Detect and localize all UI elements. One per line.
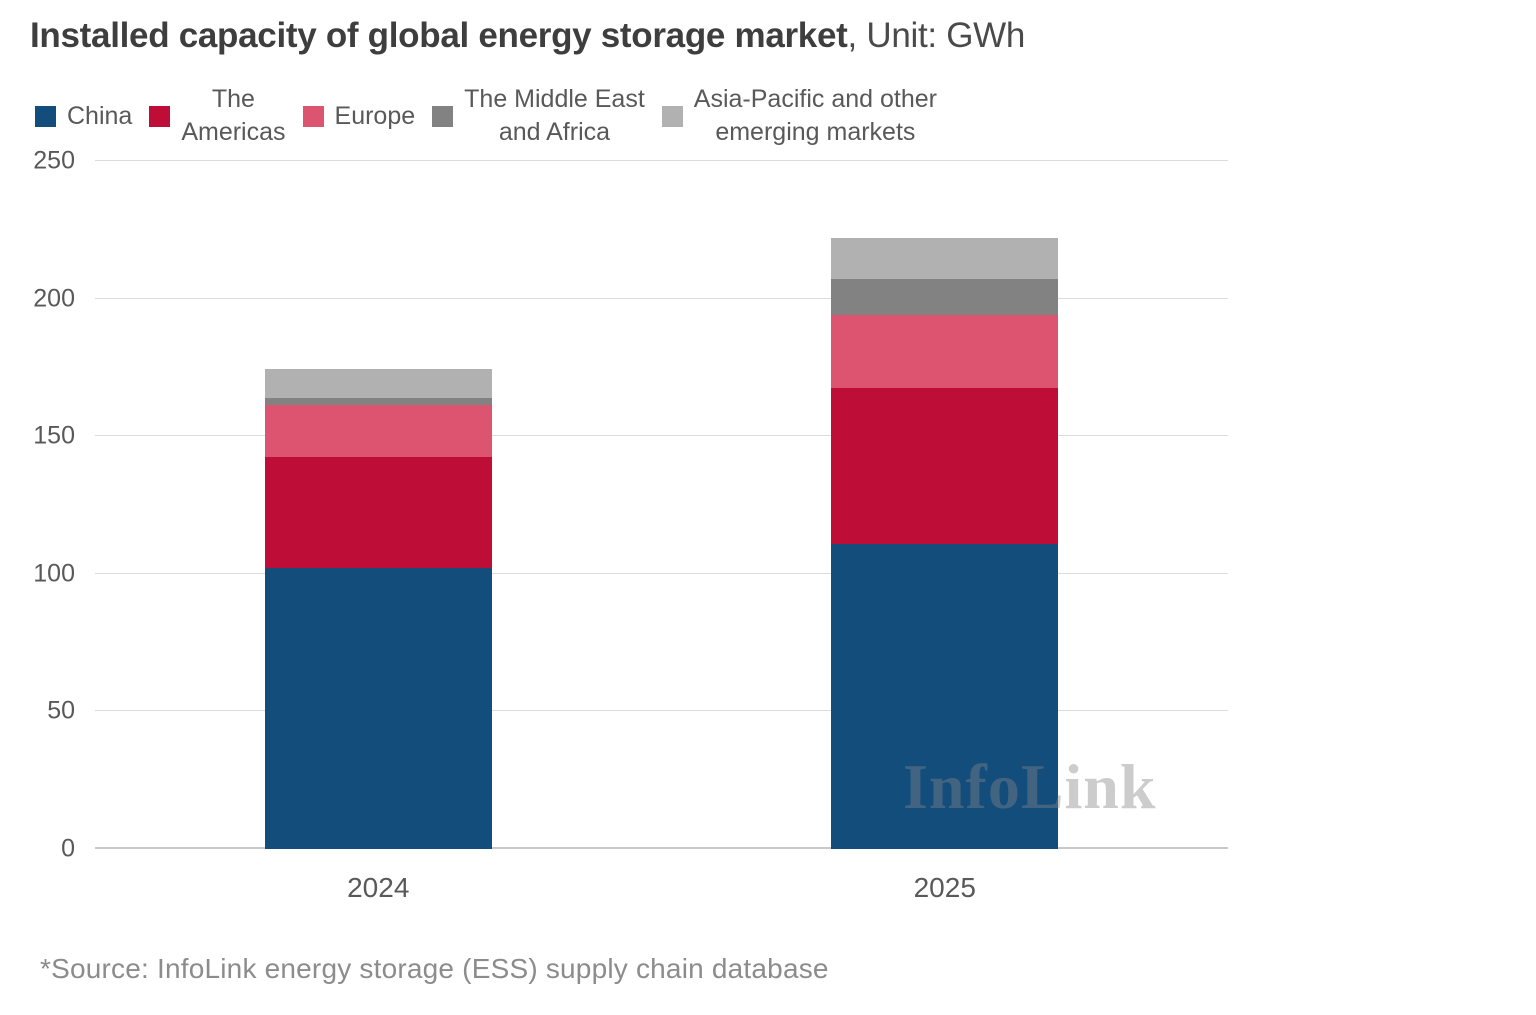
bar-segment-2024-the-americas xyxy=(264,456,492,569)
x-tick-label-2024: 2024 xyxy=(347,872,410,903)
legend-swatch-china xyxy=(35,105,56,127)
gridline-0 xyxy=(95,847,1228,849)
bar-segment-2025-china xyxy=(831,543,1059,849)
gridline-150 xyxy=(95,435,1228,437)
legend-label-the-middle-east-and-africa: The Middle East and Africa xyxy=(464,85,645,146)
legend-swatch-asia-pacific-and-other-emerging-markets xyxy=(661,105,683,127)
bar-segment-2024-asia-pacific-and-other-emerging-markets xyxy=(264,368,492,398)
legend-swatch-the-middle-east-and-africa xyxy=(432,105,454,127)
gridline-250 xyxy=(95,160,1228,161)
legend-label-asia-pacific-and-other-emerging-markets: Asia-Pacific and other emerging markets xyxy=(693,85,937,146)
legend-item-the-middle-east-and-africa: The Middle East and Africa xyxy=(432,83,645,149)
legend-item-asia-pacific-and-other-emerging-markets: Asia-Pacific and other emerging markets xyxy=(661,83,937,149)
legend-item-the-americas: The Americas xyxy=(149,83,286,149)
legend-swatch-the-americas xyxy=(149,105,171,127)
bar-segment-2025-the-americas xyxy=(831,388,1059,544)
bar-segment-2025-asia-pacific-and-other-emerging-markets xyxy=(831,238,1059,280)
bar-segment-2024-europe xyxy=(264,404,492,457)
y-tick-label-200: 200 xyxy=(33,284,75,313)
bar-2025 xyxy=(831,161,1059,849)
bar-segment-2024-china xyxy=(264,568,492,849)
watermark-infolink: InfoLink xyxy=(903,751,1157,822)
chart-title-main: Installed capacity of global energy stor… xyxy=(30,16,848,55)
y-axis: 0 50 100 150 200 250 xyxy=(0,147,75,863)
gridline-100 xyxy=(95,572,1228,574)
y-tick-label-50: 50 xyxy=(47,696,75,725)
y-tick-label-250: 250 xyxy=(33,146,75,175)
gridline-200 xyxy=(95,297,1228,299)
gridline-50 xyxy=(95,710,1228,712)
plot-area xyxy=(95,160,1228,849)
legend-label-europe: Europe xyxy=(334,101,416,130)
bar-segment-2025-the-middle-east-and-africa xyxy=(831,279,1059,316)
legend-item-china: China xyxy=(35,100,132,133)
legend-item-europe: Europe xyxy=(302,100,416,133)
y-tick-label-100: 100 xyxy=(33,559,75,588)
chart-title: Installed capacity of global energy stor… xyxy=(30,16,1025,56)
x-axis: 2024 2025 xyxy=(95,849,1228,905)
bar-segment-2024-the-middle-east-and-africa xyxy=(264,397,492,405)
bar-segment-2025-europe xyxy=(831,315,1059,389)
x-tick-label-2025: 2025 xyxy=(913,872,976,903)
chart-title-unit: , Unit: GWh xyxy=(847,16,1026,55)
source-note: *Source: InfoLink energy storage (ESS) s… xyxy=(40,953,829,984)
legend-label-the-americas: The Americas xyxy=(181,85,286,146)
legend: China The Americas Europe The Middle East a… xyxy=(35,76,937,156)
legend-swatch-europe xyxy=(302,105,324,127)
legend-label-china: China xyxy=(67,101,133,130)
y-tick-label-150: 150 xyxy=(33,421,75,450)
bar-2024 xyxy=(264,161,492,849)
y-tick-label-0: 0 xyxy=(61,834,75,863)
